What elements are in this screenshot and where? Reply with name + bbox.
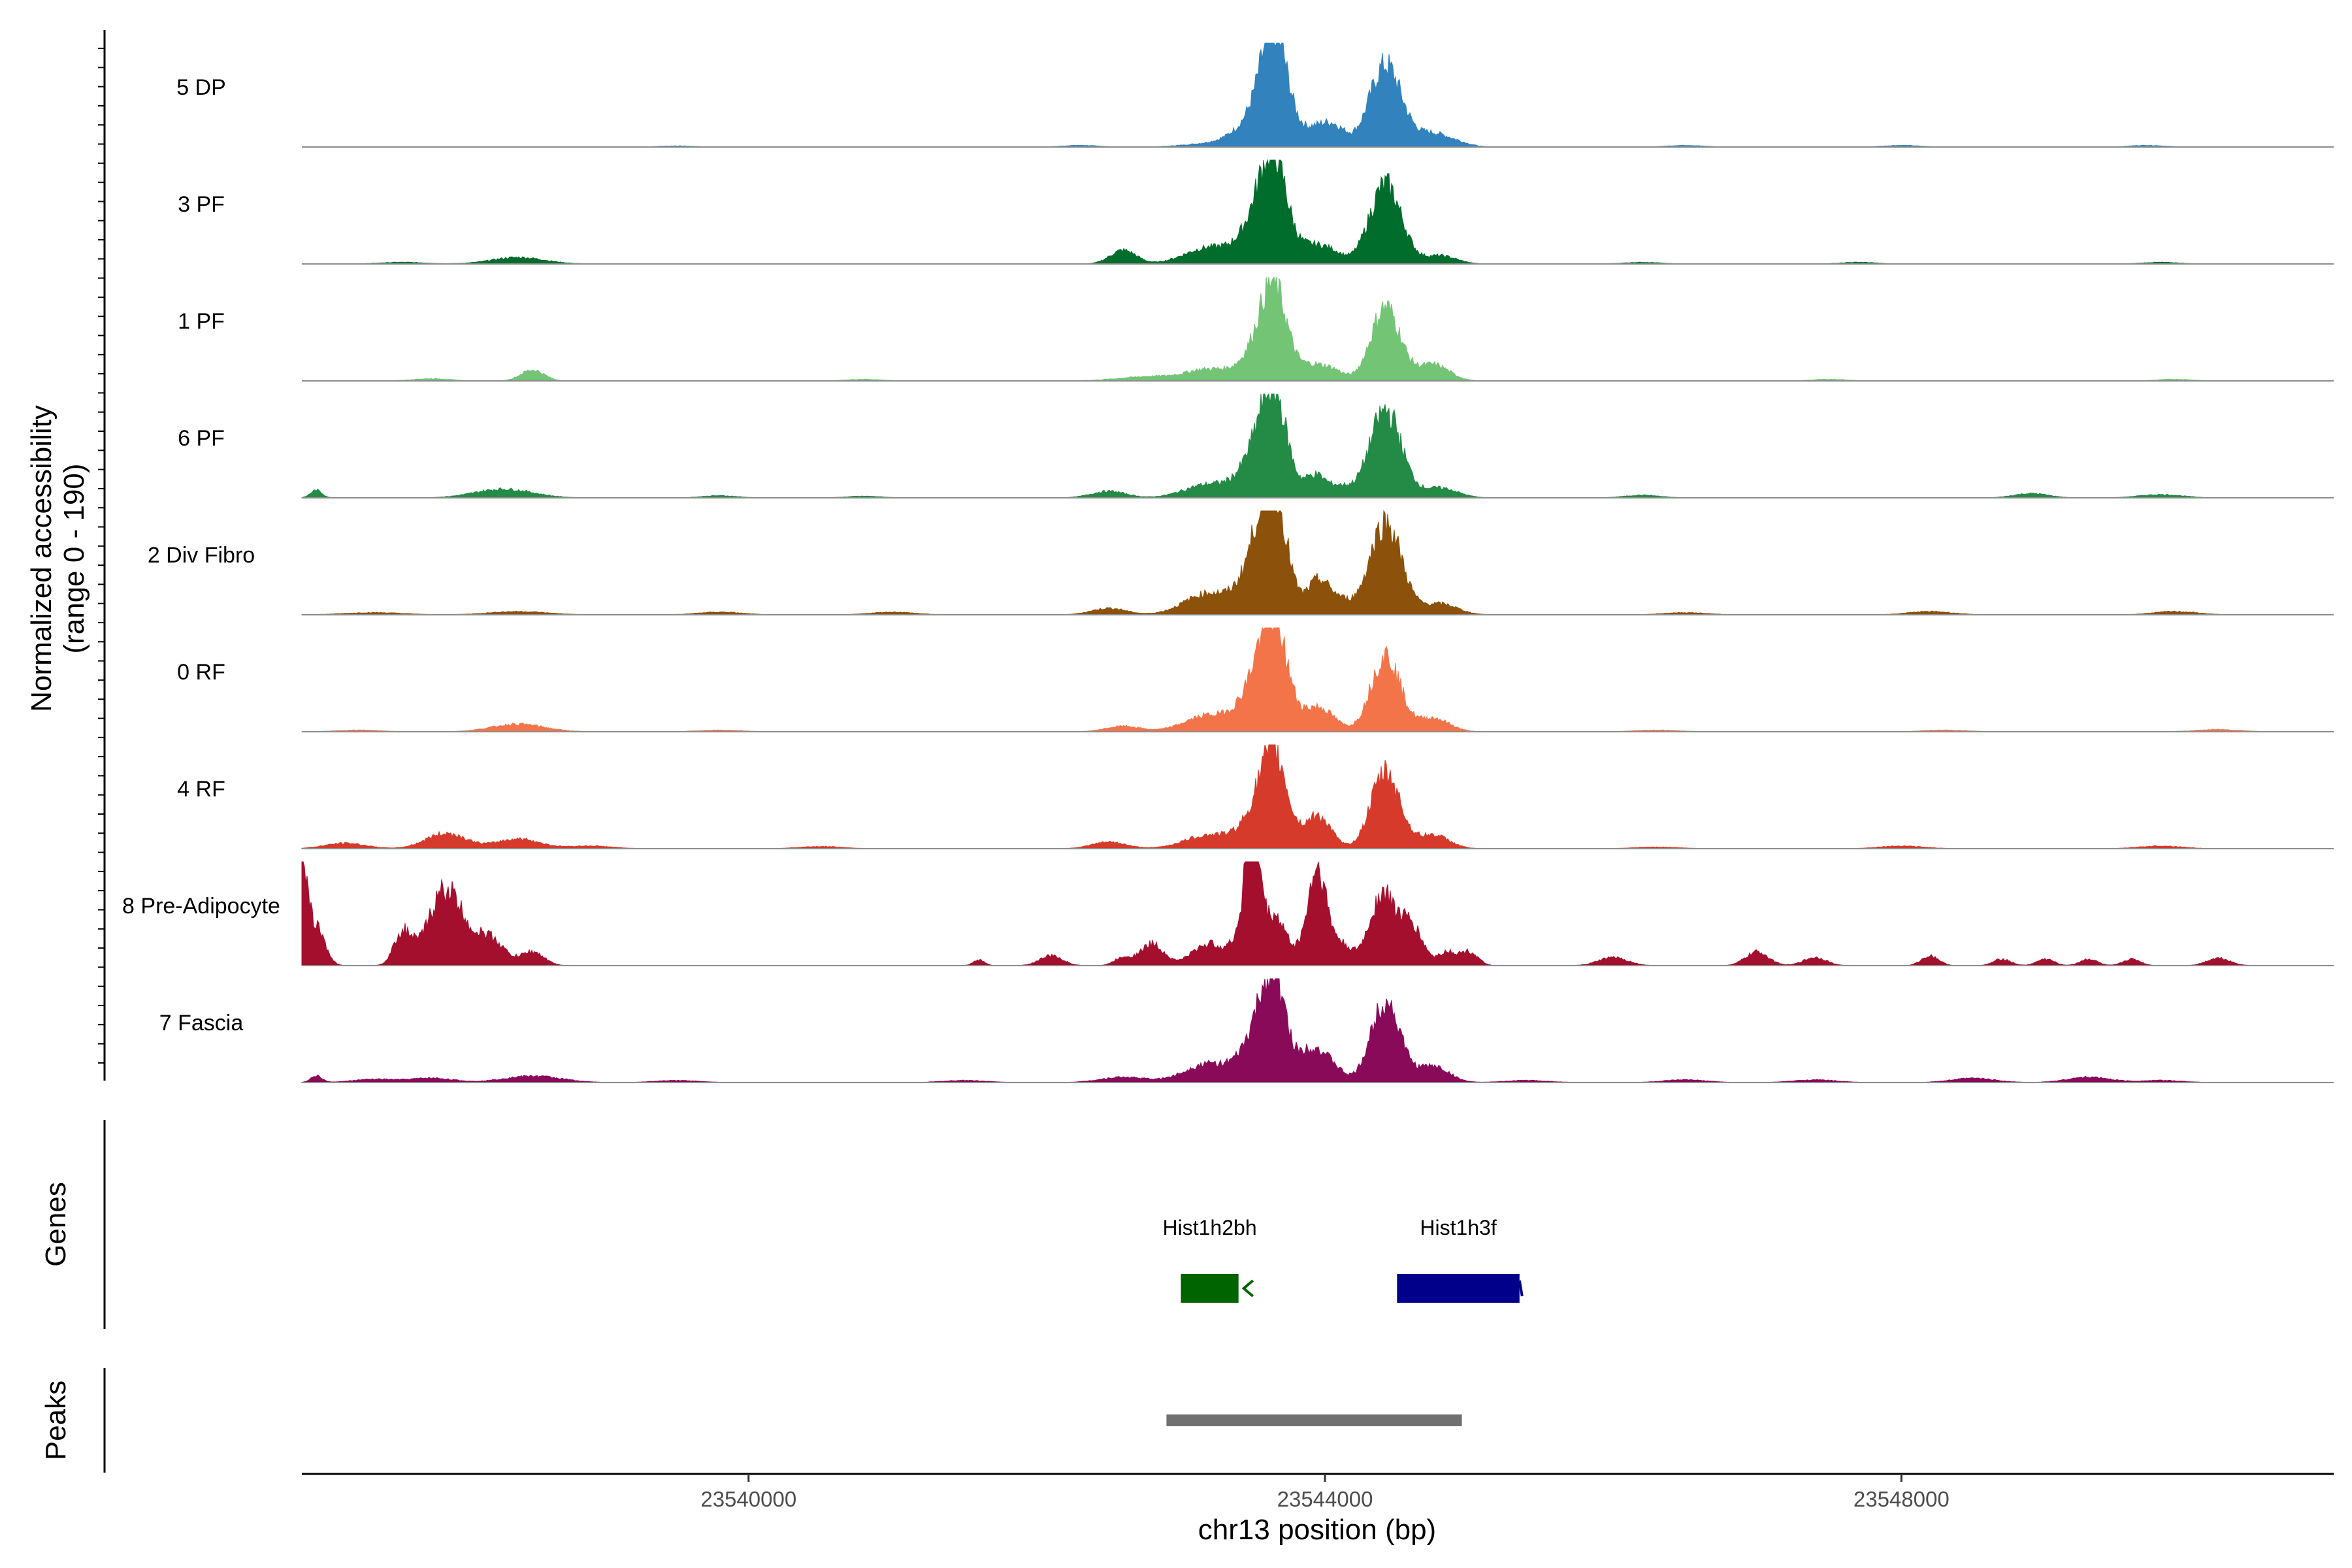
genes-panel-label: Genes xyxy=(40,1182,72,1267)
track-5-dp: 5 DP xyxy=(176,42,2334,148)
gene-label-hist1h2bh: Hist1h2bh xyxy=(1163,1216,1257,1239)
track-6-pf: 6 PF xyxy=(178,393,2334,498)
x-axis-ticks: 23540000 23544000 23548000 xyxy=(700,1474,1950,1511)
gene-body-hist1h2bh xyxy=(1181,1274,1239,1303)
track-0-rf: 0 RF xyxy=(177,627,2334,732)
strand-arrow-icon xyxy=(1518,1280,1524,1297)
coverage-tracks: 5 DP 3 PF 1 PF 6 PF 2 Div Fibro 0 RF 4 RF 8 Pre… xyxy=(122,42,2334,1083)
track-4-rf: 4 RF xyxy=(177,744,2334,849)
genes-track: Hist1h2bh Hist1h3f xyxy=(1163,1216,1524,1303)
track-label-7-fascia: 7 Fascia xyxy=(159,1011,244,1036)
peak-region-1 xyxy=(1166,1414,1462,1426)
track-3-pf: 3 PF xyxy=(178,159,2334,265)
x-tick-label-23544000: 23544000 xyxy=(1277,1487,1373,1511)
track-label-3-pf: 3 PF xyxy=(178,192,225,217)
y-axis-title-range: (range 0 - 190) xyxy=(58,463,90,653)
track-label-5-dp: 5 DP xyxy=(176,75,226,100)
peaks-track xyxy=(1166,1414,1462,1426)
strand-arrow-icon xyxy=(1241,1279,1254,1298)
gene-hist1h3f: Hist1h3f xyxy=(1397,1216,1524,1303)
track-label-6-pf: 6 PF xyxy=(178,426,225,451)
track-7-fascia: 7 Fascia xyxy=(159,978,2334,1083)
peaks-panel-label: Peaks xyxy=(40,1380,72,1460)
track-2-div-fibro: 2 Div Fibro xyxy=(148,510,2334,615)
y-axis-title-main: Normalized accessibility xyxy=(25,405,57,711)
coverage-y-axis-ticks xyxy=(98,48,105,1064)
track-label-0-rf: 0 RF xyxy=(177,660,225,685)
track-label-2-div-fibro: 2 Div Fibro xyxy=(148,543,255,568)
gene-label-hist1h3f: Hist1h3f xyxy=(1420,1216,1497,1239)
track-1-pf: 1 PF xyxy=(178,276,2334,382)
gene-body-hist1h3f xyxy=(1397,1274,1520,1303)
track-label-8-pre-adipocyte: 8 Pre-Adipocyte xyxy=(122,894,280,919)
x-axis-title: chr13 position (bp) xyxy=(1198,1514,1436,1546)
gene-hist1h2bh: Hist1h2bh xyxy=(1163,1216,1257,1303)
track-label-1-pf: 1 PF xyxy=(178,309,225,334)
x-tick-label-23540000: 23540000 xyxy=(700,1487,796,1511)
y-axis-title: Normalized accessibility (range 0 - 190) xyxy=(25,405,90,711)
track-label-4-rf: 4 RF xyxy=(177,777,225,802)
x-tick-label-23548000: 23548000 xyxy=(1854,1487,1950,1511)
track-8-pre-adipocyte: 8 Pre-Adipocyte xyxy=(122,861,2334,966)
